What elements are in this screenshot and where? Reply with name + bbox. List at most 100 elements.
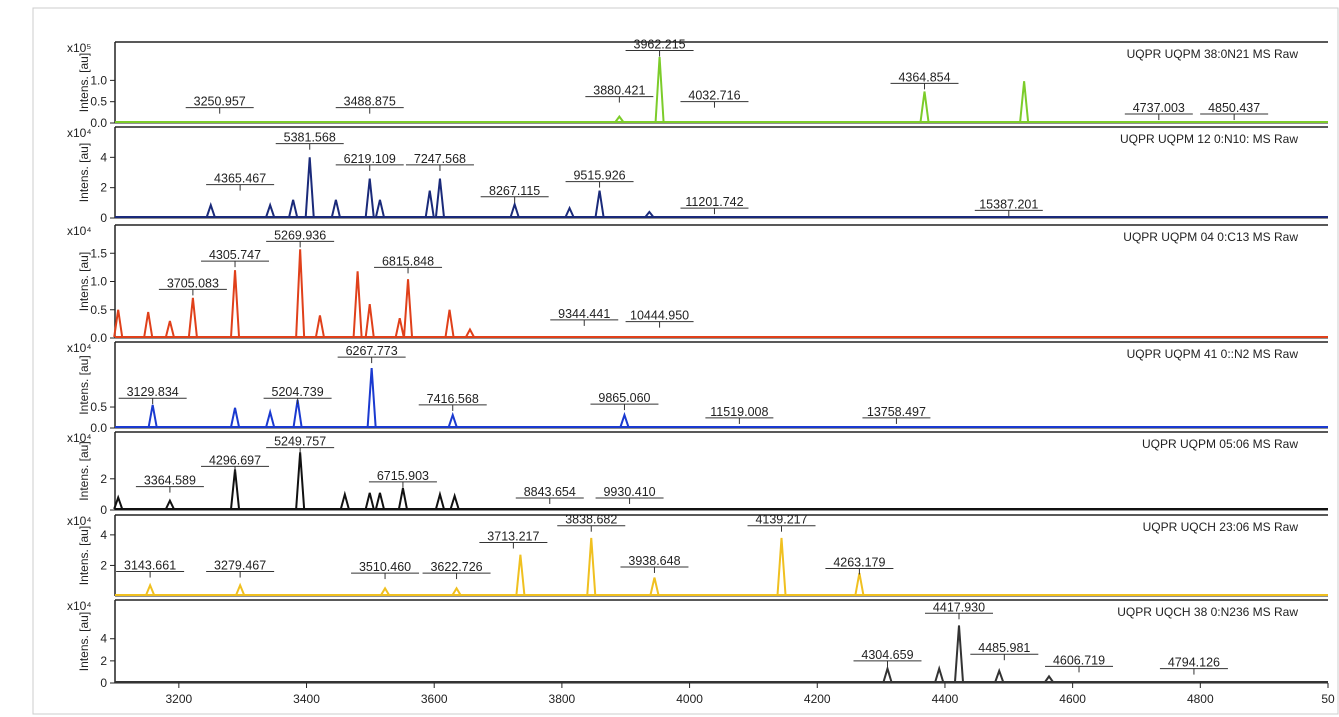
peak	[230, 270, 241, 338]
peak-label: 5249.757	[274, 435, 326, 449]
peak	[230, 407, 241, 428]
peak	[304, 157, 315, 218]
peak-label: 3705.083	[167, 276, 219, 290]
peak	[366, 367, 377, 428]
peak	[364, 303, 375, 338]
peak-label: 3510.460	[359, 560, 411, 574]
x-tick-label: 4200	[804, 692, 831, 706]
peak-label: 4606.719	[1053, 653, 1105, 667]
y-axis-label: Intens. [au]	[77, 526, 91, 585]
peak	[509, 201, 520, 218]
peak-label: 6219.109	[344, 152, 396, 166]
y-tick-label: 1.0	[90, 73, 107, 87]
y-axis-label: Intens. [au]	[77, 612, 91, 671]
x-tick-label: 4600	[1059, 692, 1086, 706]
peak	[295, 249, 306, 338]
y-tick-label: 0	[100, 676, 107, 690]
peak-label: 9344.441	[558, 307, 610, 321]
peak-label: 4794.126	[1168, 656, 1220, 670]
peak	[187, 297, 198, 338]
y-tick-label: 2	[100, 558, 107, 572]
peak-label: 8267.115	[489, 184, 540, 198]
x-tick-label: 4400	[932, 692, 959, 706]
peak	[644, 210, 655, 218]
multiplier: x10⁵	[67, 41, 91, 55]
peak	[1019, 81, 1030, 123]
multiplier: x10⁴	[67, 341, 92, 355]
peak-label: 6815.848	[382, 254, 434, 268]
peak-label: 3938.648	[628, 554, 680, 568]
peak	[953, 625, 964, 683]
peak-label: 5204.739	[272, 385, 324, 399]
peak	[919, 91, 930, 123]
y-tick-label: 2	[100, 654, 107, 668]
peak-label: 5269.936	[274, 228, 326, 242]
panel-title: UQPR UQPM 04 0:C13 MS Raw	[1123, 230, 1298, 244]
peak-label: 3250.957	[194, 95, 246, 109]
x-tick-label: 4800	[1187, 692, 1214, 706]
y-tick-label: 2	[100, 181, 107, 195]
x-tick-label: 3200	[165, 692, 192, 706]
y-axis-label: Intens. [au]	[77, 252, 91, 311]
peak-label: 3880.421	[593, 84, 645, 98]
peak	[594, 190, 605, 218]
peak-label: 4263.179	[833, 555, 885, 569]
peak-label: 3622.726	[430, 560, 482, 574]
x-tick-label: 4000	[676, 692, 703, 706]
peak	[654, 56, 665, 123]
peak	[614, 114, 625, 123]
peak-label: 4365.467	[214, 172, 266, 186]
y-axis-label: Intens. [au]	[77, 355, 91, 414]
peak	[394, 318, 405, 338]
peak	[374, 199, 385, 218]
peak	[339, 490, 350, 510]
multiplier: x10⁴	[67, 224, 92, 238]
y-tick-label: 0.0	[90, 331, 107, 345]
peak	[397, 487, 408, 510]
panel-title: UQPR UQPM 12 0:N10: MS Raw	[1120, 132, 1298, 146]
y-tick-label: 0.5	[90, 303, 107, 317]
peak-label: 15387.201	[979, 197, 1038, 211]
peak	[330, 199, 341, 218]
multiplier: x10⁴	[67, 431, 92, 445]
y-tick-label: 4	[100, 150, 107, 164]
y-tick-label: 4	[100, 528, 107, 542]
multiplier: x10⁴	[67, 599, 92, 613]
peak-label: 3838.682	[565, 513, 617, 527]
peak	[449, 492, 460, 510]
y-tick-label: 4	[100, 632, 107, 646]
panel-title: UQPR UQPM 05:06 MS Raw	[1142, 437, 1298, 451]
peak-label: 7416.568	[427, 392, 479, 406]
peak-label: 3488.875	[344, 95, 396, 109]
peak-label: 11519.008	[710, 405, 768, 419]
panel-title: UQPR UQCH 23:06 MS Raw	[1143, 520, 1299, 534]
peak	[934, 665, 945, 683]
peak	[165, 498, 175, 510]
peak	[444, 309, 455, 338]
peak	[434, 490, 445, 510]
peak-label: 10444.950	[630, 309, 689, 323]
peak-label: 7247.568	[414, 152, 466, 166]
peak	[465, 327, 475, 338]
y-tick-label: 1.0	[90, 275, 107, 289]
peak-label: 4485.981	[978, 641, 1030, 655]
peak-label: 3129.834	[127, 385, 179, 399]
peak	[515, 554, 526, 596]
peak-label: 4304.659	[861, 648, 913, 662]
peak	[364, 492, 375, 510]
y-axis-label: Intens. [au]	[77, 53, 91, 112]
peak	[882, 665, 893, 683]
peak	[619, 411, 630, 428]
x-tick-label: 3800	[549, 692, 576, 706]
panel-title: UQPR UQPM 41 0::N2 MS Raw	[1127, 347, 1299, 361]
y-tick-label: 2	[100, 472, 107, 486]
peak-label: 3143.661	[124, 559, 176, 573]
x-tick-label: 50	[1321, 692, 1335, 706]
peak	[380, 586, 390, 596]
peak-label: 4305.747	[209, 248, 261, 262]
peak-label: 3279.467	[214, 559, 266, 573]
peak	[424, 190, 435, 218]
peak	[451, 586, 462, 596]
peak-label: 4139.217	[755, 513, 807, 527]
